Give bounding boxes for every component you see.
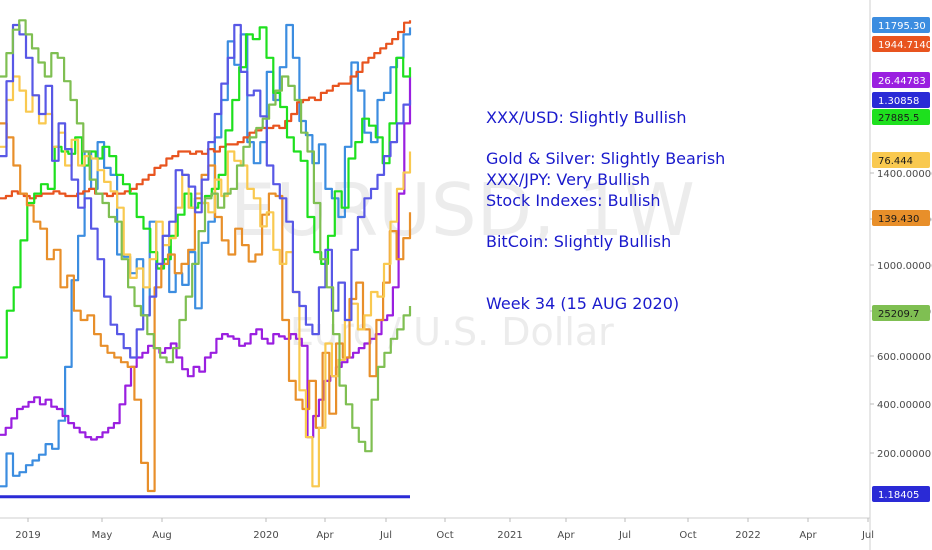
x-axis[interactable]: 2019 May Aug 2020 Apr Jul Oct 2021 Apr Jul Oct 2022… xyxy=(15,518,874,541)
x-tick-label: Oct xyxy=(436,530,453,541)
y-tick-label: 1000.00000 xyxy=(877,261,932,272)
x-tick-label: Jul xyxy=(861,530,874,541)
x-tick-label: 2020 xyxy=(253,530,278,541)
price-tag-label: 1.30858 xyxy=(878,96,919,107)
price-tag-label: 1.18405 xyxy=(878,490,919,501)
x-tick-label: Apr xyxy=(557,530,575,541)
x-tick-label: 2022 xyxy=(735,530,760,541)
price-tag-box xyxy=(872,92,930,108)
x-tick-label: 2019 xyxy=(15,530,40,541)
annotation-stock-indexes: Stock Indexes: Bullish xyxy=(486,191,661,210)
price-tag-box xyxy=(872,72,930,88)
series-line-4 xyxy=(0,26,412,359)
annotation-week: Week 34 (15 AUG 2020) xyxy=(486,294,680,313)
x-tick-label: Aug xyxy=(152,530,172,541)
price-tag-label: 1944.71400 xyxy=(878,40,932,51)
series-line-3 xyxy=(0,76,412,441)
annotation-xxx-jpy: XXX/JPY: Very Bullish xyxy=(486,170,651,189)
price-tag-label: 76.444 xyxy=(878,156,913,167)
y-tick-label: 200.00000 xyxy=(877,449,931,460)
series-line-7 xyxy=(0,23,412,359)
x-tick-label: 2021 xyxy=(497,530,522,541)
series-line-8 xyxy=(0,19,412,453)
annotation-xxx-usd: XXX/USD: Slightly Bullish xyxy=(486,108,687,127)
x-tick-label: Apr xyxy=(799,530,817,541)
annotation-gold-silver: Gold & Silver: Slightly Bearish xyxy=(486,149,726,168)
y-tick-label: 1400.00000 xyxy=(877,169,932,180)
x-tick-label: Jul xyxy=(379,530,392,541)
x-tick-label: May xyxy=(92,530,113,541)
series-layer xyxy=(0,19,412,499)
price-tag-label: 11795.30 xyxy=(878,21,926,32)
price-tag-label: 26.44783 xyxy=(878,76,926,87)
price-tag-label: 27885.5 xyxy=(878,113,919,124)
y-tick-label: 600.00000 xyxy=(877,352,931,363)
y-tick-label: 400.00000 xyxy=(877,400,931,411)
annotation-bitcoin: BitCoin: Slightly Bullish xyxy=(486,232,672,251)
price-tags: 11795.30 1944.71400 26.44783 1.30858 27885.5… xyxy=(872,17,932,502)
price-tag-box xyxy=(872,109,930,125)
x-tick-label: Jul xyxy=(618,530,631,541)
price-tag-box xyxy=(872,17,930,33)
price-tag-box xyxy=(872,36,930,52)
price-tag-box xyxy=(872,486,930,502)
price-tag-label: 25209.7 xyxy=(878,309,919,320)
x-tick-label: Oct xyxy=(679,530,696,541)
price-tag-box xyxy=(872,305,930,321)
price-tag-box xyxy=(872,210,930,226)
series-line-1 xyxy=(0,23,412,488)
price-tag-label: 139.430 xyxy=(878,214,919,225)
x-tick-label: Apr xyxy=(316,530,334,541)
price-tag-box xyxy=(872,152,930,168)
